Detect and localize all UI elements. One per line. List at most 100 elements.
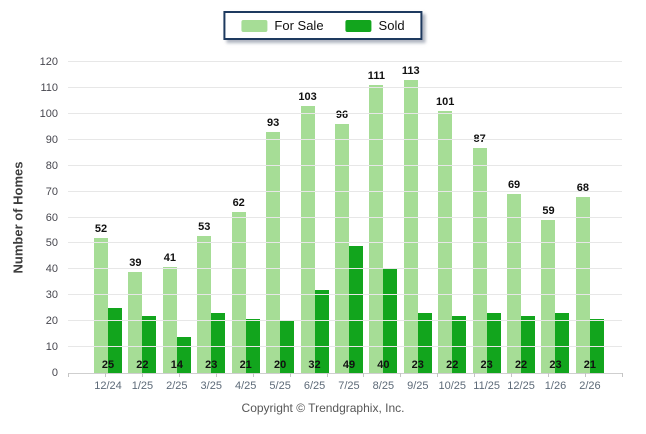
sold-bar <box>245 318 260 373</box>
for-sale-value-label: 103 <box>298 91 317 104</box>
y-tick-label: 80 <box>45 159 58 172</box>
x-axis-tick <box>104 373 106 377</box>
x-axis-tick <box>215 373 217 377</box>
x-axis-tick <box>289 373 291 377</box>
for-sale-value-label: 41 <box>163 251 176 264</box>
for-sale-value-label: 39 <box>129 256 142 269</box>
gridline <box>68 61 622 62</box>
x-axis-tick <box>363 373 365 377</box>
y-axis-title: Number of Homes <box>8 62 28 373</box>
bar-group-11-25: 87 23 11/25 <box>472 62 501 392</box>
gridline <box>68 268 622 270</box>
sold-value-label: 32 <box>308 359 321 371</box>
x-category-label: 8/25 <box>372 380 395 392</box>
sold-value-label: 23 <box>411 359 424 371</box>
plot-area: 52 25 12/24 39 22 1/25 41 14 2/25 53 23 3/25 62 21 4/2… <box>68 61 623 392</box>
x-category-label: 10/25 <box>438 380 466 392</box>
for-sale-value-label: 93 <box>266 116 280 129</box>
sold-bar <box>589 318 604 373</box>
sold-bar <box>486 313 501 373</box>
for-sale-value-label: 111 <box>367 70 385 83</box>
x-axis-tick <box>178 373 180 377</box>
for-sale-value-label: 96 <box>335 109 349 122</box>
x-axis-tick <box>474 373 476 377</box>
for-sale-bar <box>575 196 590 373</box>
x-category-label: 7/25 <box>338 380 360 392</box>
for-sale-bar <box>438 111 453 373</box>
sold-bar <box>211 313 226 373</box>
x-axis-line <box>68 373 622 374</box>
for-sale-value-label: 52 <box>94 223 108 236</box>
bar-group-1-26: 59 23 1/26 <box>541 62 570 392</box>
y-axis-title-text: Number of Homes <box>10 161 26 274</box>
y-tick-label: 120 <box>39 56 58 68</box>
gridline <box>68 86 622 88</box>
y-tick-label: 60 <box>45 211 58 224</box>
for-sale-value-label: 113 <box>401 65 420 78</box>
x-category-label: 1/25 <box>131 380 154 392</box>
gridline <box>68 242 622 244</box>
for-sale-bar <box>369 85 384 373</box>
sold-value-label: 23 <box>480 359 493 371</box>
bar-group-12-25: 69 22 12/25 <box>507 62 536 392</box>
y-tick-label: 0 <box>51 367 58 379</box>
y-tick-label: 70 <box>45 185 58 198</box>
bar-group-1-25: 39 22 1/25 <box>128 62 157 392</box>
x-category-label: 11/25 <box>473 380 500 392</box>
x-axis-tick <box>548 373 550 377</box>
sold-value-label: 23 <box>549 359 562 371</box>
x-category-label: 2/25 <box>166 380 188 392</box>
gridline <box>68 138 622 140</box>
for-sale-bar <box>300 106 315 373</box>
for-sale-value-label: 59 <box>542 205 555 218</box>
bar-group-4-25: 62 21 4/25 <box>231 62 260 392</box>
sold-bar <box>452 315 467 373</box>
y-axis-tick-labels: 0 10 20 30 40 50 60 70 80 90 100 110 120 <box>30 56 62 379</box>
sold-bar <box>383 269 398 373</box>
y-tick-label: 30 <box>45 289 58 302</box>
x-category-label: 5/25 <box>269 380 291 392</box>
y-tick-label: 90 <box>45 133 58 146</box>
x-category-label: 1/26 <box>544 380 567 392</box>
x-category-label: 12/25 <box>507 380 535 392</box>
y-tick-label: 50 <box>45 237 58 250</box>
bar-group-8-25: 111 40 8/25 <box>367 62 398 392</box>
gridline <box>68 216 622 218</box>
sold-bar <box>176 336 191 373</box>
gridline <box>68 346 622 348</box>
for-sale-swatch <box>241 19 268 32</box>
x-axis-tick <box>622 373 623 377</box>
x-axis-tick <box>141 373 143 377</box>
x-category-label: 3/25 <box>200 380 222 392</box>
legend-item-for-sale: For Sale <box>241 18 324 33</box>
bar-group-7-25: 96 49 7/25 <box>334 62 363 392</box>
sold-value-label: 49 <box>342 359 356 371</box>
for-sale-bar <box>266 131 281 373</box>
legend-item-sold: Sold <box>345 18 405 33</box>
for-sale-value-label: 87 <box>473 132 486 145</box>
bar-group-2-25: 41 14 2/25 <box>162 62 191 392</box>
for-sale-value-label: 69 <box>507 179 521 192</box>
x-axis-tick <box>400 373 402 377</box>
bar-group-10-25: 101 22 10/25 <box>436 62 467 392</box>
x-category-label: 2/26 <box>579 380 601 392</box>
gridline <box>68 294 622 296</box>
x-category-label: 12/24 <box>94 380 122 392</box>
for-sale-bar <box>403 80 418 373</box>
for-sale-bar <box>472 147 487 373</box>
sold-bar <box>108 308 122 373</box>
for-sale-bar <box>541 220 556 373</box>
sold-swatch <box>345 19 372 32</box>
sold-bar <box>521 315 536 373</box>
y-tick-label: 100 <box>39 107 58 120</box>
sold-bar <box>555 313 570 373</box>
sold-value-label: 23 <box>205 359 218 371</box>
sold-bar <box>314 290 329 373</box>
for-sale-value-label: 68 <box>576 181 590 194</box>
x-category-label: 6/25 <box>303 380 326 392</box>
for-sale-value-label: 62 <box>232 197 245 210</box>
sold-value-label: 20 <box>273 359 287 371</box>
bar-group-6-25: 103 32 6/25 <box>298 62 329 392</box>
for-sale-bar <box>231 212 246 373</box>
y-tick-label: 20 <box>45 315 58 328</box>
